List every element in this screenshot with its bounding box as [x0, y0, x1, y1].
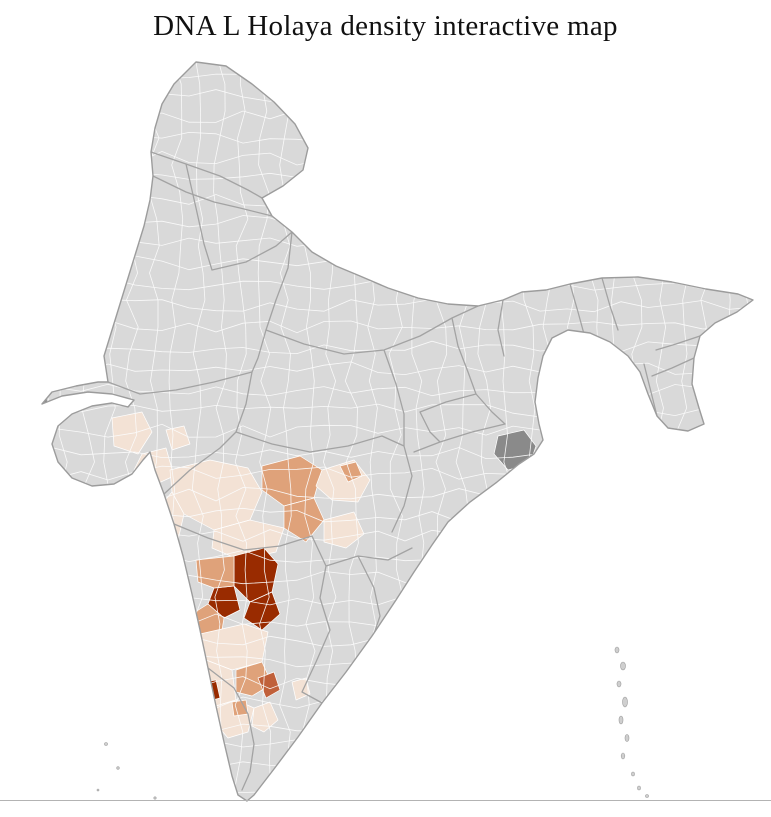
district-boundary-line: [42, 633, 753, 648]
district-maharashtra-6[interactable]: [283, 497, 325, 543]
state-border-lines: [235, 305, 506, 533]
island[interactable]: [96, 788, 100, 792]
district-boundary-line: [42, 214, 753, 229]
district-boundary-line: [213, 62, 227, 787]
district-boundary-line: [630, 62, 644, 787]
islands-layer: [96, 646, 649, 800]
island[interactable]: [620, 752, 626, 760]
district-boundary-line: [279, 62, 292, 787]
district-boundary-line: [42, 192, 753, 208]
district-boundary-line: [42, 781, 753, 795]
district-boundary-line: [42, 130, 753, 144]
island[interactable]: [624, 734, 630, 742]
island[interactable]: [618, 715, 624, 725]
district-boundary-line: [42, 298, 753, 313]
page-title: DNA L Holaya density interactive map: [153, 10, 618, 42]
island[interactable]: [631, 771, 635, 777]
district-boundary-line: [42, 88, 753, 103]
island[interactable]: [645, 794, 649, 798]
state-border-lines: [107, 151, 293, 495]
district-boundary-line: [42, 613, 753, 628]
district-boundary-line: [542, 62, 558, 787]
district-boundary-line: [42, 150, 753, 166]
district-boundary-line: [609, 62, 624, 787]
district-boundary-line: [718, 62, 733, 787]
state-boundaries: [107, 151, 701, 791]
district-boundary-line: [42, 654, 753, 669]
district-boundary-line: [42, 319, 753, 334]
island[interactable]: [616, 680, 622, 688]
district-boundary-line: [564, 62, 580, 787]
island[interactable]: [622, 696, 628, 708]
district-karnataka-mid-1[interactable]: [195, 555, 235, 589]
district-boundary-line: [42, 717, 753, 732]
district-boundary-line: [257, 62, 272, 787]
district-boundary-line: [586, 62, 602, 787]
district-boundary-line: [42, 759, 753, 774]
district-boundary-line: [42, 675, 753, 691]
district-boundary-line: [42, 696, 753, 712]
island[interactable]: [116, 766, 120, 770]
district-boundary-line: [42, 108, 753, 124]
island[interactable]: [614, 646, 620, 654]
island[interactable]: [620, 661, 626, 671]
district-boundary-line: [740, 62, 753, 787]
state-border-lines: [173, 523, 413, 791]
district-boundary-line: [42, 62, 52, 787]
district-karnataka-8[interactable]: [251, 701, 279, 733]
island[interactable]: [104, 742, 108, 746]
district-boundary-line: [42, 66, 753, 82]
bottom-divider: [0, 800, 771, 801]
island[interactable]: [637, 785, 641, 791]
district-karnataka-7[interactable]: [231, 699, 249, 717]
district-boundary-line: [42, 739, 753, 753]
district-boundary-line: [42, 172, 753, 187]
island[interactable]: [153, 796, 157, 800]
